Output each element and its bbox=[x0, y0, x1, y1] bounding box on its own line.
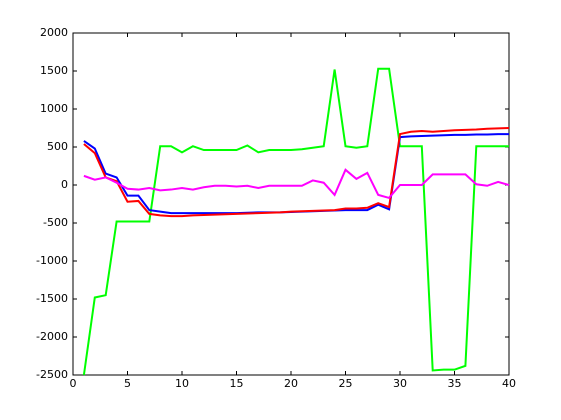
y-tick-label: 1000 bbox=[40, 102, 68, 115]
y-tick-label: 500 bbox=[47, 140, 68, 153]
series-line bbox=[82, 67, 509, 376]
series-line bbox=[83, 127, 510, 218]
y-tick-label: 2000 bbox=[40, 26, 68, 39]
x-tick-label: 30 bbox=[393, 377, 407, 390]
x-tick-label: 10 bbox=[175, 377, 189, 390]
y-tick-label: 0 bbox=[61, 178, 68, 191]
y-tick-label: -1000 bbox=[36, 254, 68, 267]
series-line bbox=[83, 168, 510, 200]
y-tick-label: -500 bbox=[43, 216, 68, 229]
y-tick-label: -1500 bbox=[36, 292, 68, 305]
x-tick-label: 0 bbox=[70, 377, 77, 390]
x-tick-label: 20 bbox=[284, 377, 298, 390]
x-tick-label: 35 bbox=[448, 377, 462, 390]
y-tick-label: -2500 bbox=[36, 368, 68, 381]
x-tick-label: 5 bbox=[124, 377, 131, 390]
x-tick-label: 40 bbox=[502, 377, 516, 390]
x-tick-label: 15 bbox=[230, 377, 244, 390]
y-tick-label: -2000 bbox=[36, 330, 68, 343]
plot-area bbox=[72, 32, 510, 376]
x-tick-label: 25 bbox=[339, 377, 353, 390]
y-tick-label: 1500 bbox=[40, 64, 68, 77]
